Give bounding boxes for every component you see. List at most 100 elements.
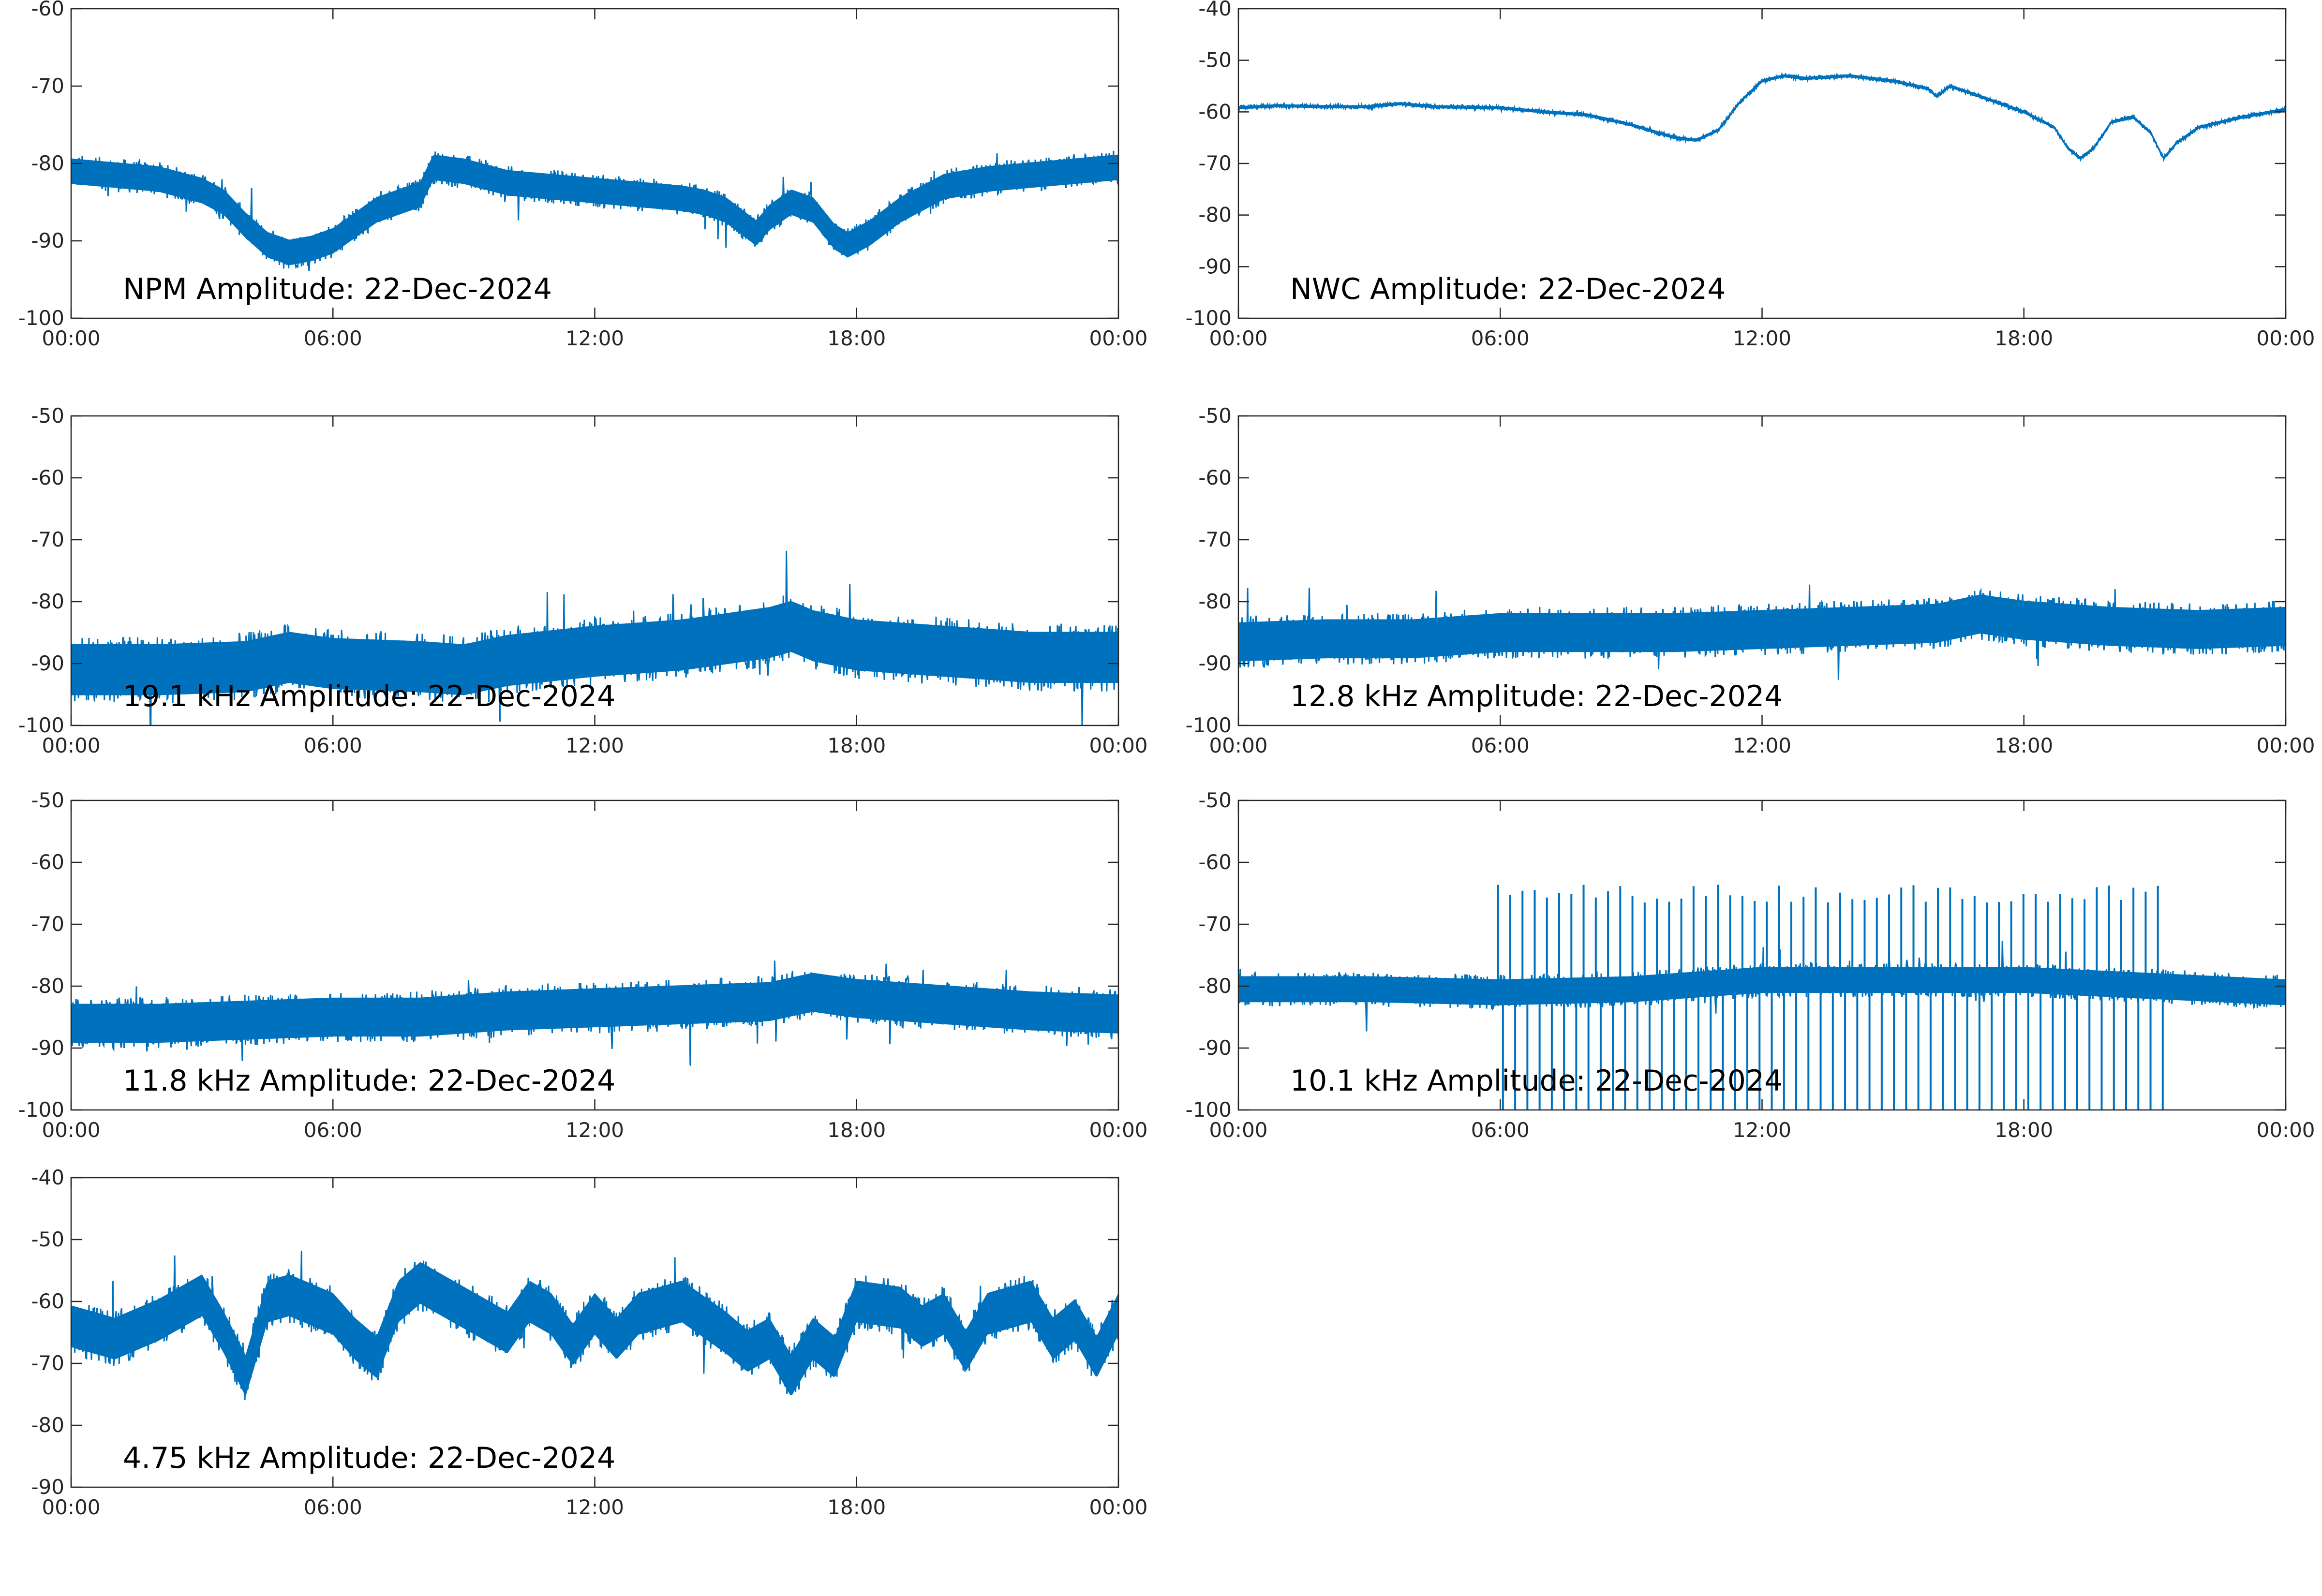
- series-group: [1238, 584, 2286, 680]
- x-tick-label: 06:00: [304, 734, 362, 757]
- chart-panel-4: -100 -90 -80 -70 -60 -50 00:00 06:00 12:00 18:00 0…: [1186, 404, 2315, 757]
- y-tick-label: -80: [31, 151, 64, 175]
- y-tick-label: -50: [1198, 404, 1232, 428]
- y-tick-label: -70: [31, 528, 64, 551]
- y-tick-label: -90: [31, 1036, 64, 1060]
- x-tick-label: 00:00: [42, 1118, 100, 1142]
- x-tick-label: 12:00: [1733, 326, 1791, 350]
- y-tick-label: -70: [1198, 528, 1232, 551]
- x-tick-label: 12:00: [566, 326, 624, 350]
- x-tick-label: 00:00: [1209, 326, 1267, 350]
- series-group: [71, 550, 1118, 725]
- x-tick-label: 18:00: [1995, 734, 2053, 757]
- y-tick-label: -80: [31, 1413, 64, 1437]
- y-tick-label: -50: [1198, 48, 1232, 72]
- y-tick-label: -90: [1198, 254, 1232, 278]
- y-tick-label: -90: [1198, 1036, 1232, 1060]
- x-tick-label: 00:00: [2256, 326, 2315, 350]
- chart-panel-2: -100 -90 -80 -70 -60 -50 -40 00:00 06:00 12:00 18:…: [1186, 0, 2315, 350]
- y-tick-label: -50: [31, 1227, 64, 1251]
- y-tick-label: -100: [1186, 306, 1232, 330]
- y-tick-label: -80: [1198, 203, 1232, 227]
- x-tick-label: 00:00: [1089, 1118, 1147, 1142]
- x-tick-label: 06:00: [304, 326, 362, 350]
- x-tick-label: 12:00: [1733, 734, 1791, 757]
- x-tick-label: 18:00: [827, 1495, 886, 1519]
- y-tick-label: -100: [1186, 713, 1232, 737]
- x-tick-label: 00:00: [1089, 326, 1147, 350]
- x-tick-label: 00:00: [42, 1495, 100, 1519]
- series-group: [1238, 72, 2286, 162]
- series-band: [71, 601, 1118, 695]
- y-tick-label: -70: [1198, 151, 1232, 175]
- x-tick-label: 06:00: [304, 1495, 362, 1519]
- y-tick-label: -80: [31, 590, 64, 613]
- x-tick-label: 00:00: [1209, 1118, 1267, 1142]
- y-tick-label: -100: [18, 306, 64, 330]
- series-group: [71, 1251, 1118, 1401]
- y-tick-label: -40: [31, 1166, 64, 1189]
- y-tick-label: -80: [1198, 590, 1232, 613]
- chart-panel-3: -100 -90 -80 -70 -60 -50 00:00 06:00 12:00 18:00 0…: [18, 404, 1148, 757]
- y-tick-label: -80: [31, 974, 64, 998]
- y-tick-label: -60: [31, 466, 64, 489]
- y-tick-label: -50: [31, 404, 64, 428]
- x-tick-label: 06:00: [304, 1118, 362, 1142]
- y-tick-label: -60: [1198, 100, 1232, 123]
- series-band: [1238, 594, 2286, 662]
- series-band: [71, 973, 1118, 1043]
- x-tick-label: 18:00: [1995, 1118, 2053, 1142]
- x-tick-label: 12:00: [566, 1495, 624, 1519]
- x-tick-label: 18:00: [1995, 326, 2053, 350]
- series-group: [71, 150, 1118, 271]
- panel-title: NWC Amplitude: 22-Dec-2024: [1290, 272, 1726, 306]
- y-tick-label: -90: [31, 229, 64, 252]
- y-tick-label: -100: [18, 1098, 64, 1122]
- x-tick-label: 00:00: [2256, 734, 2315, 757]
- y-tick-label: -90: [31, 1475, 64, 1499]
- chart-panel-5: -100 -90 -80 -70 -60 -50 00:00 06:00 12:00 18:00 0…: [18, 788, 1148, 1142]
- x-tick-label: 00:00: [42, 734, 100, 757]
- chart-panel-7: -90 -80 -70 -60 -50 -40 00:00 06:00 12:00 18:00 00…: [31, 1166, 1147, 1519]
- panel-title: NPM Amplitude: 22-Dec-2024: [123, 272, 552, 306]
- panel-title: 10.1 kHz Amplitude: 22-Dec-2024: [1290, 1064, 1783, 1098]
- y-tick-label: -60: [31, 0, 64, 20]
- y-tick-label: -90: [31, 651, 64, 675]
- y-tick-label: -70: [31, 912, 64, 936]
- y-tick-label: -60: [1198, 850, 1232, 874]
- x-tick-label: 18:00: [827, 734, 886, 757]
- x-tick-label: 12:00: [566, 734, 624, 757]
- chart-panel-1: -100 -90 -80 -70 -60 00:00 06:00 12:00 18:00 00:0…: [18, 0, 1148, 350]
- x-tick-label: 18:00: [827, 326, 886, 350]
- series-group: [71, 961, 1118, 1066]
- x-tick-label: 00:00: [1089, 734, 1147, 757]
- y-tick-label: -90: [1198, 651, 1232, 675]
- y-tick-label: -100: [1186, 1098, 1232, 1122]
- y-tick-label: -70: [1198, 912, 1232, 936]
- y-tick-label: -50: [31, 788, 64, 812]
- y-tick-label: -50: [1198, 788, 1232, 812]
- y-tick-label: -70: [31, 1351, 64, 1375]
- chart-panel-6: -100 -90 -80 -70 -60 -50 00:00 06:00 12:00 18:00 0…: [1186, 788, 2315, 1142]
- panel-title: 11.8 kHz Amplitude: 22-Dec-2024: [123, 1064, 615, 1098]
- y-tick-label: -60: [31, 850, 64, 874]
- panels: -100 -90 -80 -70 -60 00:00 06:00 12:00 18:00 00:0…: [18, 0, 2315, 1519]
- series-band: [71, 1262, 1118, 1397]
- panel-title: 4.75 kHz Amplitude: 22-Dec-2024: [123, 1441, 615, 1475]
- x-tick-label: 06:00: [1471, 326, 1530, 350]
- y-tick-label: -60: [1198, 466, 1232, 489]
- x-tick-label: 00:00: [1089, 1495, 1147, 1519]
- y-tick-label: -80: [1198, 974, 1232, 998]
- y-tick-label: -60: [31, 1289, 64, 1313]
- x-tick-label: 12:00: [1733, 1118, 1791, 1142]
- series-group: [1238, 885, 2286, 1110]
- x-tick-label: 12:00: [566, 1118, 624, 1142]
- y-tick-label: -100: [18, 713, 64, 737]
- panel-title: 12.8 kHz Amplitude: 22-Dec-2024: [1290, 680, 1783, 713]
- x-tick-label: 00:00: [1209, 734, 1267, 757]
- x-tick-label: 00:00: [42, 326, 100, 350]
- x-tick-label: 18:00: [827, 1118, 886, 1142]
- x-tick-label: 06:00: [1471, 734, 1530, 757]
- panel-title: 19.1 kHz Amplitude: 22-Dec-2024: [123, 680, 615, 713]
